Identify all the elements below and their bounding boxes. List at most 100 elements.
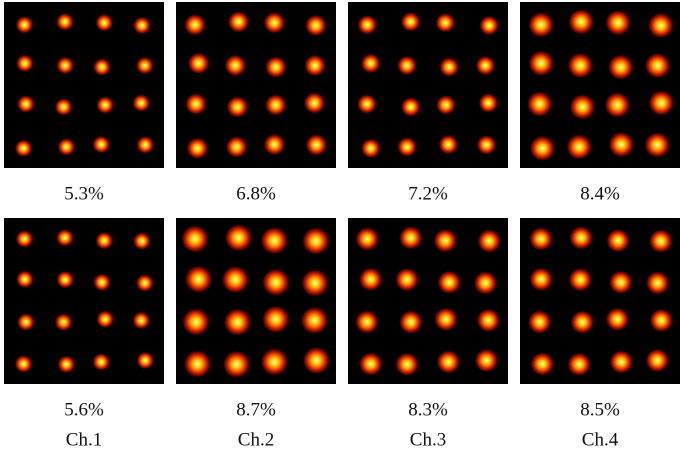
constellation-point [56, 56, 75, 75]
constellation-point [303, 92, 326, 115]
constellation-point [609, 349, 634, 374]
constellation-point [15, 54, 34, 73]
constellation-point [135, 273, 154, 292]
constellation-point [184, 265, 213, 294]
evm-label: 8.5% [580, 399, 620, 420]
constellation-point [394, 352, 419, 377]
constellation-point [649, 308, 674, 333]
constellation-point [260, 347, 289, 376]
constellation-point [356, 94, 377, 115]
constellation-point [300, 306, 329, 335]
constellation-point [567, 52, 594, 79]
constellation-point [132, 16, 151, 35]
evm-label: 5.3% [64, 183, 104, 204]
constellation-point [400, 96, 421, 117]
constellation-point [180, 224, 209, 253]
evm-label: 6.8% [236, 183, 276, 204]
constellation-point [135, 56, 154, 75]
constellation-point [226, 95, 249, 118]
constellation-point [479, 15, 500, 36]
constellation-point [604, 9, 631, 36]
constellation-point [305, 133, 328, 156]
constellation-point [567, 352, 592, 377]
constellation-point [222, 350, 251, 379]
constellation-point [644, 52, 671, 79]
constellation-point [568, 8, 595, 35]
constellation-point [261, 305, 290, 334]
constellation-point [644, 131, 671, 158]
constellation-point [438, 134, 459, 155]
constellation-point [224, 223, 253, 252]
constellation-point [357, 14, 378, 35]
evm-label: 8.7% [236, 399, 276, 420]
constellation-point [475, 55, 496, 76]
constellation-point [92, 352, 111, 371]
constellation-point [55, 228, 74, 247]
constellation-point [261, 268, 290, 297]
constellation-point [568, 267, 593, 292]
constellation-point [15, 270, 34, 289]
constellation-point [360, 138, 381, 159]
constellation-point [435, 12, 456, 33]
constellation-point [223, 308, 252, 337]
constellation-point [604, 92, 631, 119]
constellation-point [439, 57, 460, 78]
constellation-point [260, 226, 289, 255]
constellation-point [360, 53, 381, 74]
constellation-point [437, 270, 462, 295]
constellation-point [95, 13, 114, 32]
constellation-point [433, 307, 458, 332]
constellation-point [607, 54, 634, 81]
constellation-point [304, 14, 327, 37]
constellation-point [263, 133, 286, 156]
constellation-point [648, 229, 673, 254]
constellation-point [263, 11, 286, 34]
constellation-point [132, 311, 151, 330]
constellation-point [15, 229, 34, 248]
constellation-point [15, 15, 34, 34]
constellation-point [433, 228, 458, 253]
constellation-point [394, 267, 419, 292]
constellation-point [132, 232, 151, 251]
constellation-point [57, 137, 76, 156]
constellation-point [566, 133, 593, 160]
constellation-point [529, 267, 554, 292]
constellation-point [398, 310, 423, 335]
constellation-point [302, 346, 331, 375]
constellation-point [181, 307, 210, 336]
constellation-point [183, 349, 212, 378]
constellation-point [183, 13, 206, 36]
constellation-point [529, 135, 556, 162]
constellation-point [355, 226, 380, 251]
constellation-point [56, 270, 75, 289]
constellation-point [527, 309, 552, 334]
constellation-point [527, 11, 554, 38]
constellation-point [264, 56, 287, 79]
evm-label: 5.6% [64, 399, 104, 420]
constellation-point [225, 135, 248, 158]
constellation-point [400, 11, 421, 32]
constellation-point [14, 139, 33, 158]
constellation-point [14, 354, 33, 373]
channel-label: Ch.3 [410, 429, 446, 450]
constellation-point [398, 225, 423, 250]
constellation-point [478, 93, 499, 114]
constellation-point [569, 93, 596, 120]
constellation-point [300, 268, 329, 297]
constellation-point [608, 270, 633, 295]
evm-label: 8.3% [408, 399, 448, 420]
constellation-point [526, 91, 553, 118]
constellation-point [55, 12, 74, 31]
constellation-point [57, 355, 76, 374]
constellation-point [645, 348, 670, 373]
constellation-point [476, 134, 497, 155]
constellation-point [184, 93, 207, 116]
constellation-point [354, 309, 379, 334]
constellation-point [96, 96, 115, 115]
constellation-point [570, 310, 595, 335]
constellation-point [264, 94, 287, 117]
constellation-point [92, 135, 111, 154]
constellation-point [136, 135, 155, 154]
constellation-point [473, 270, 498, 295]
constellation-point [95, 231, 114, 250]
